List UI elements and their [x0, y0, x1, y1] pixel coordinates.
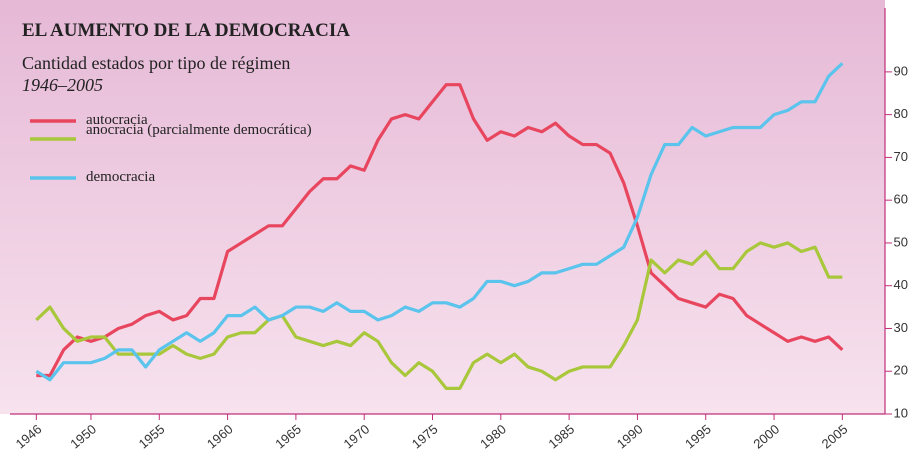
y-tick-label: 20 — [894, 363, 908, 378]
x-tick-label: 1946 — [13, 421, 45, 449]
y-tick-label: 30 — [894, 320, 908, 335]
x-tick-label: 1960 — [204, 421, 236, 449]
y-tick-label: 90 — [894, 63, 908, 78]
y-tick-label: 10 — [894, 405, 908, 420]
y-tick-label: 80 — [894, 106, 908, 121]
legend-label: autocracia — [86, 112, 148, 128]
chart-title: EL AUMENTO DE LA DEMOCRACIA — [22, 20, 350, 41]
subtitle: Cantidad estados por tipo de régimen — [22, 53, 291, 73]
y-tick-label: 60 — [894, 192, 908, 207]
x-tick-label: 1980 — [477, 421, 509, 449]
x-tick-label: 1955 — [136, 421, 168, 449]
series-line — [35, 62, 844, 382]
series-line — [35, 241, 843, 390]
legend-label: anocracia (parcialmente democrática) — [86, 122, 312, 138]
x-tick-label: 1995 — [682, 421, 714, 449]
x-tick-label: 1965 — [272, 421, 304, 449]
x-tick-label: 1985 — [545, 421, 577, 449]
background — [0, 0, 885, 414]
series-line — [36, 83, 844, 378]
x-tick-label: 1950 — [67, 421, 99, 449]
y-tick-label: 70 — [894, 149, 908, 164]
x-tick-label: 1990 — [614, 421, 646, 449]
x-tick-label: 1975 — [409, 421, 441, 449]
x-tick-label: 1970 — [341, 421, 373, 449]
x-tick-label: 2000 — [750, 421, 782, 449]
period: 1946–2005 — [22, 75, 103, 95]
y-tick-label: 50 — [894, 234, 908, 249]
x-tick-label: 2005 — [819, 421, 851, 449]
y-tick-label: 40 — [894, 277, 908, 292]
legend-label: democracia — [86, 169, 156, 185]
